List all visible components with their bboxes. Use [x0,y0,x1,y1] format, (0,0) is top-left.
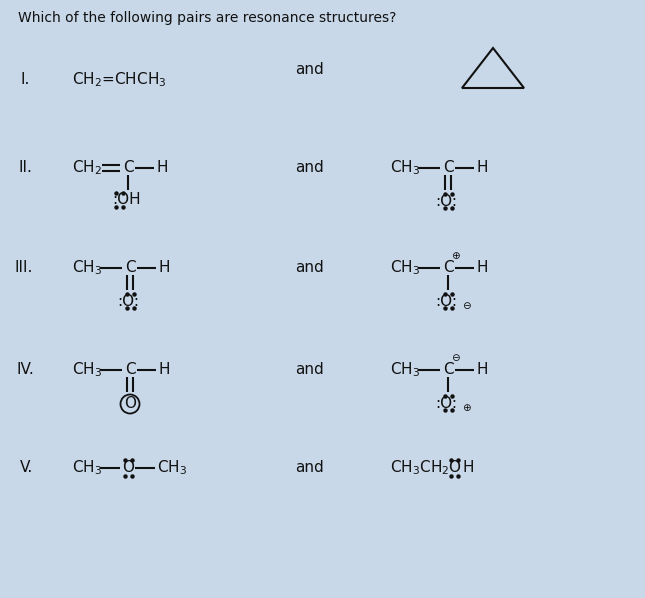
Text: C: C [442,362,453,377]
Text: CH$_3$: CH$_3$ [157,459,187,477]
Text: ⊖: ⊖ [451,353,460,363]
Text: CH$_3$: CH$_3$ [72,259,102,277]
Text: :O:: :O: [117,294,139,309]
Text: H: H [158,261,170,276]
Text: and: and [295,261,324,276]
Text: ⊕: ⊕ [462,403,471,413]
Text: and: and [295,362,324,377]
Text: O: O [448,460,460,475]
Text: CH$_3$: CH$_3$ [390,158,420,178]
Text: C: C [124,261,135,276]
Text: H: H [476,261,488,276]
Text: IV.: IV. [17,362,35,377]
Text: H: H [476,160,488,175]
Text: H: H [476,362,488,377]
Text: I.: I. [20,72,30,87]
Text: ⊕: ⊕ [451,251,460,261]
Text: O: O [124,396,136,411]
Text: :O:: :O: [435,294,457,309]
Text: ⊖: ⊖ [462,301,471,311]
Text: CH$_2$: CH$_2$ [72,158,102,178]
Text: and: and [295,160,324,175]
Text: II.: II. [18,160,32,175]
Text: :O:: :O: [435,194,457,209]
Text: V.: V. [20,460,34,475]
Text: CH$_3$: CH$_3$ [72,459,102,477]
Text: :O:: :O: [435,395,457,410]
Text: C: C [442,160,453,175]
Text: O: O [122,460,134,475]
Text: III.: III. [15,261,34,276]
Text: CH$_3$: CH$_3$ [390,361,420,379]
Text: H: H [156,160,168,175]
Text: C: C [124,362,135,377]
Text: C: C [442,261,453,276]
Text: H: H [462,460,473,475]
Text: C: C [123,160,134,175]
Text: CH$_3$CH$_2$: CH$_3$CH$_2$ [390,459,450,477]
Text: and: and [295,63,324,78]
Text: CH$_3$: CH$_3$ [72,361,102,379]
Text: Which of the following pairs are resonance structures?: Which of the following pairs are resonan… [18,11,397,25]
Text: H: H [158,362,170,377]
Text: CH$_2$=CHCH$_3$: CH$_2$=CHCH$_3$ [72,71,166,89]
Text: :OH: :OH [112,193,141,208]
Text: CH$_3$: CH$_3$ [390,259,420,277]
Text: and: and [295,460,324,475]
